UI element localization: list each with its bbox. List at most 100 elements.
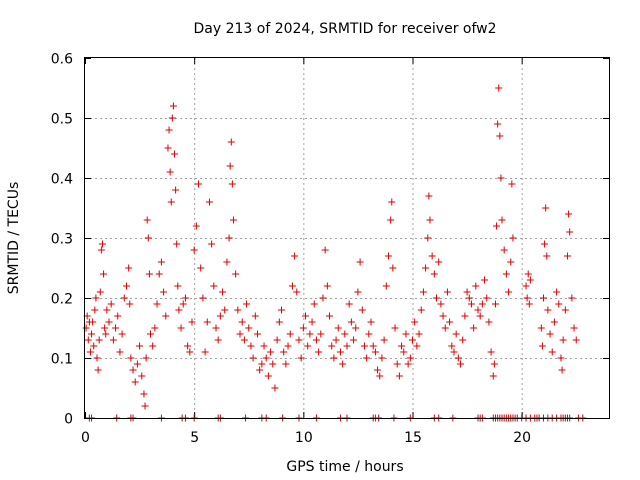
data-point xyxy=(291,252,299,260)
data-point xyxy=(149,342,157,350)
data-point xyxy=(109,336,117,344)
data-point xyxy=(572,336,580,344)
data-point xyxy=(181,294,189,302)
data-point xyxy=(175,306,183,314)
data-point xyxy=(141,402,149,410)
data-point xyxy=(114,312,122,320)
data-point xyxy=(203,318,211,326)
data-point xyxy=(389,264,397,272)
data-point xyxy=(186,348,194,356)
data-point xyxy=(264,372,272,380)
data-point xyxy=(116,348,124,356)
data-point xyxy=(151,324,159,332)
x-tick-labels: 0 5 10 15 20 xyxy=(81,430,531,446)
data-point xyxy=(172,186,180,194)
data-point xyxy=(98,240,106,248)
x-tick-label: 15 xyxy=(404,430,422,446)
data-point xyxy=(476,312,484,320)
data-point xyxy=(275,318,283,326)
data-point xyxy=(559,336,567,344)
data-point xyxy=(566,228,574,236)
data-point xyxy=(157,258,165,266)
data-point xyxy=(437,300,445,308)
data-point xyxy=(526,276,534,284)
data-point xyxy=(393,360,401,368)
data-point xyxy=(404,360,412,368)
data-point xyxy=(326,312,334,320)
data-point xyxy=(210,282,218,290)
data-point xyxy=(439,312,447,320)
data-point xyxy=(491,300,499,308)
data-point xyxy=(280,348,288,356)
data-point xyxy=(112,324,120,332)
data-point xyxy=(402,330,410,338)
data-point xyxy=(467,300,475,308)
data-point xyxy=(147,330,154,338)
data-point xyxy=(374,366,382,374)
data-point xyxy=(199,294,207,302)
data-point xyxy=(345,300,353,308)
data-point xyxy=(565,210,573,218)
data-point xyxy=(284,342,292,350)
data-points xyxy=(82,84,587,422)
data-point xyxy=(406,354,414,362)
data-point xyxy=(240,336,248,344)
data-point xyxy=(336,348,344,356)
data-point xyxy=(413,342,421,350)
data-point xyxy=(304,342,312,350)
data-point xyxy=(225,234,233,242)
data-point xyxy=(105,318,113,326)
data-point xyxy=(96,288,104,296)
data-point xyxy=(86,348,94,356)
y-tick-label: 0.3 xyxy=(51,232,73,248)
data-point xyxy=(400,348,408,356)
data-point xyxy=(497,174,505,182)
data-point xyxy=(171,150,179,158)
data-point xyxy=(523,294,531,302)
data-point xyxy=(315,348,323,356)
data-point xyxy=(352,324,360,332)
data-point xyxy=(323,282,331,290)
data-point xyxy=(92,294,100,302)
data-point xyxy=(384,252,392,260)
data-point xyxy=(541,240,549,248)
data-point xyxy=(376,372,384,380)
data-point xyxy=(358,306,366,314)
data-point xyxy=(93,354,101,362)
data-point xyxy=(118,330,126,338)
data-point xyxy=(496,132,504,140)
data-point xyxy=(424,234,432,242)
data-point xyxy=(339,360,347,368)
data-point xyxy=(555,300,563,308)
data-point xyxy=(84,336,92,344)
data-point xyxy=(91,306,99,314)
data-point xyxy=(165,126,173,134)
data-point xyxy=(417,306,425,314)
data-point xyxy=(88,330,96,338)
data-point xyxy=(90,342,98,350)
data-point xyxy=(297,354,305,362)
data-point xyxy=(388,198,396,206)
data-point xyxy=(542,204,550,212)
data-point xyxy=(558,366,566,374)
data-point xyxy=(367,318,375,326)
data-point xyxy=(145,270,153,278)
data-point xyxy=(177,324,185,332)
data-point xyxy=(212,324,220,332)
data-point xyxy=(228,180,236,188)
data-point xyxy=(415,330,423,338)
data-point xyxy=(369,342,377,350)
data-point xyxy=(485,318,493,326)
data-point xyxy=(144,234,152,242)
y-tick-label: 0.2 xyxy=(51,292,73,308)
data-point xyxy=(546,330,554,338)
data-point xyxy=(278,306,285,314)
x-tick-label: 0 xyxy=(81,430,90,446)
data-point xyxy=(350,336,358,344)
data-point xyxy=(452,330,460,338)
data-point xyxy=(525,300,533,308)
data-point xyxy=(260,342,268,350)
data-point xyxy=(101,324,109,332)
data-point xyxy=(428,252,436,260)
data-point xyxy=(341,330,349,338)
